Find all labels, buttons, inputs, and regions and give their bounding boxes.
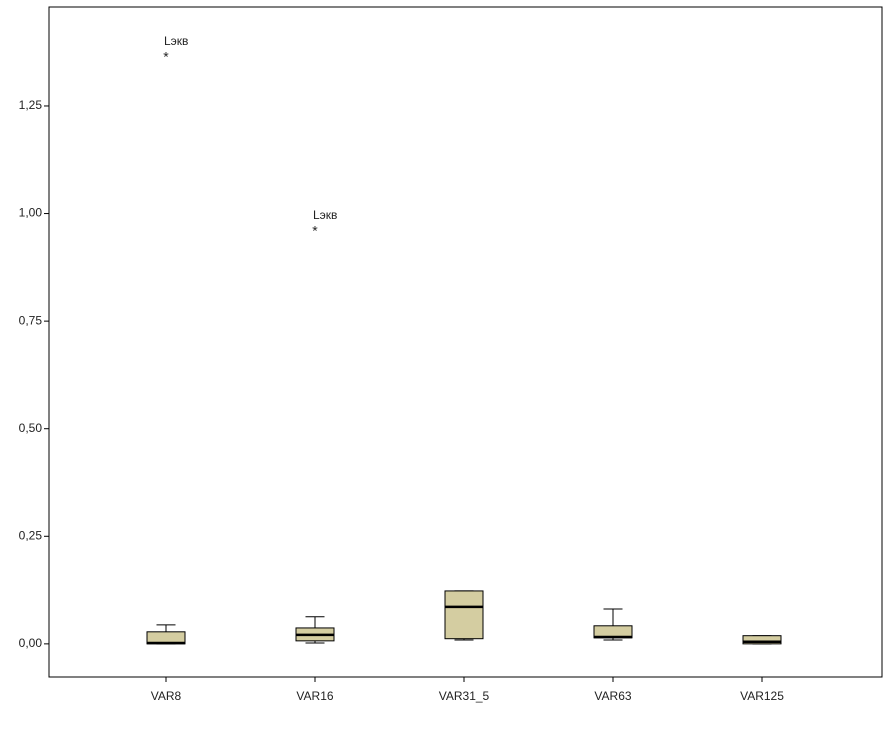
- y-tick-label: 1,00: [19, 206, 43, 220]
- x-tick-label: VAR31_5: [439, 689, 490, 703]
- y-tick-label: 0,00: [19, 636, 43, 650]
- plot-frame: [48, 6, 883, 678]
- y-tick-label: 0,50: [19, 421, 43, 435]
- x-tick-label: VAR63: [594, 689, 631, 703]
- outlier-label: Lэкв: [164, 34, 188, 48]
- x-tick-label: VAR16: [296, 689, 333, 703]
- y-tick-label: 0,75: [19, 313, 43, 327]
- box: [444, 590, 484, 640]
- outlier: *: [312, 222, 318, 238]
- y-tick-label: 0,25: [19, 528, 43, 542]
- y-tick-label: 1,25: [19, 98, 43, 112]
- outlier-label: Lэкв: [313, 208, 337, 222]
- box: [742, 635, 782, 645]
- outlier: *: [163, 49, 169, 65]
- x-tick-label: VAR125: [740, 689, 784, 703]
- x-tick-label: VAR8: [151, 689, 182, 703]
